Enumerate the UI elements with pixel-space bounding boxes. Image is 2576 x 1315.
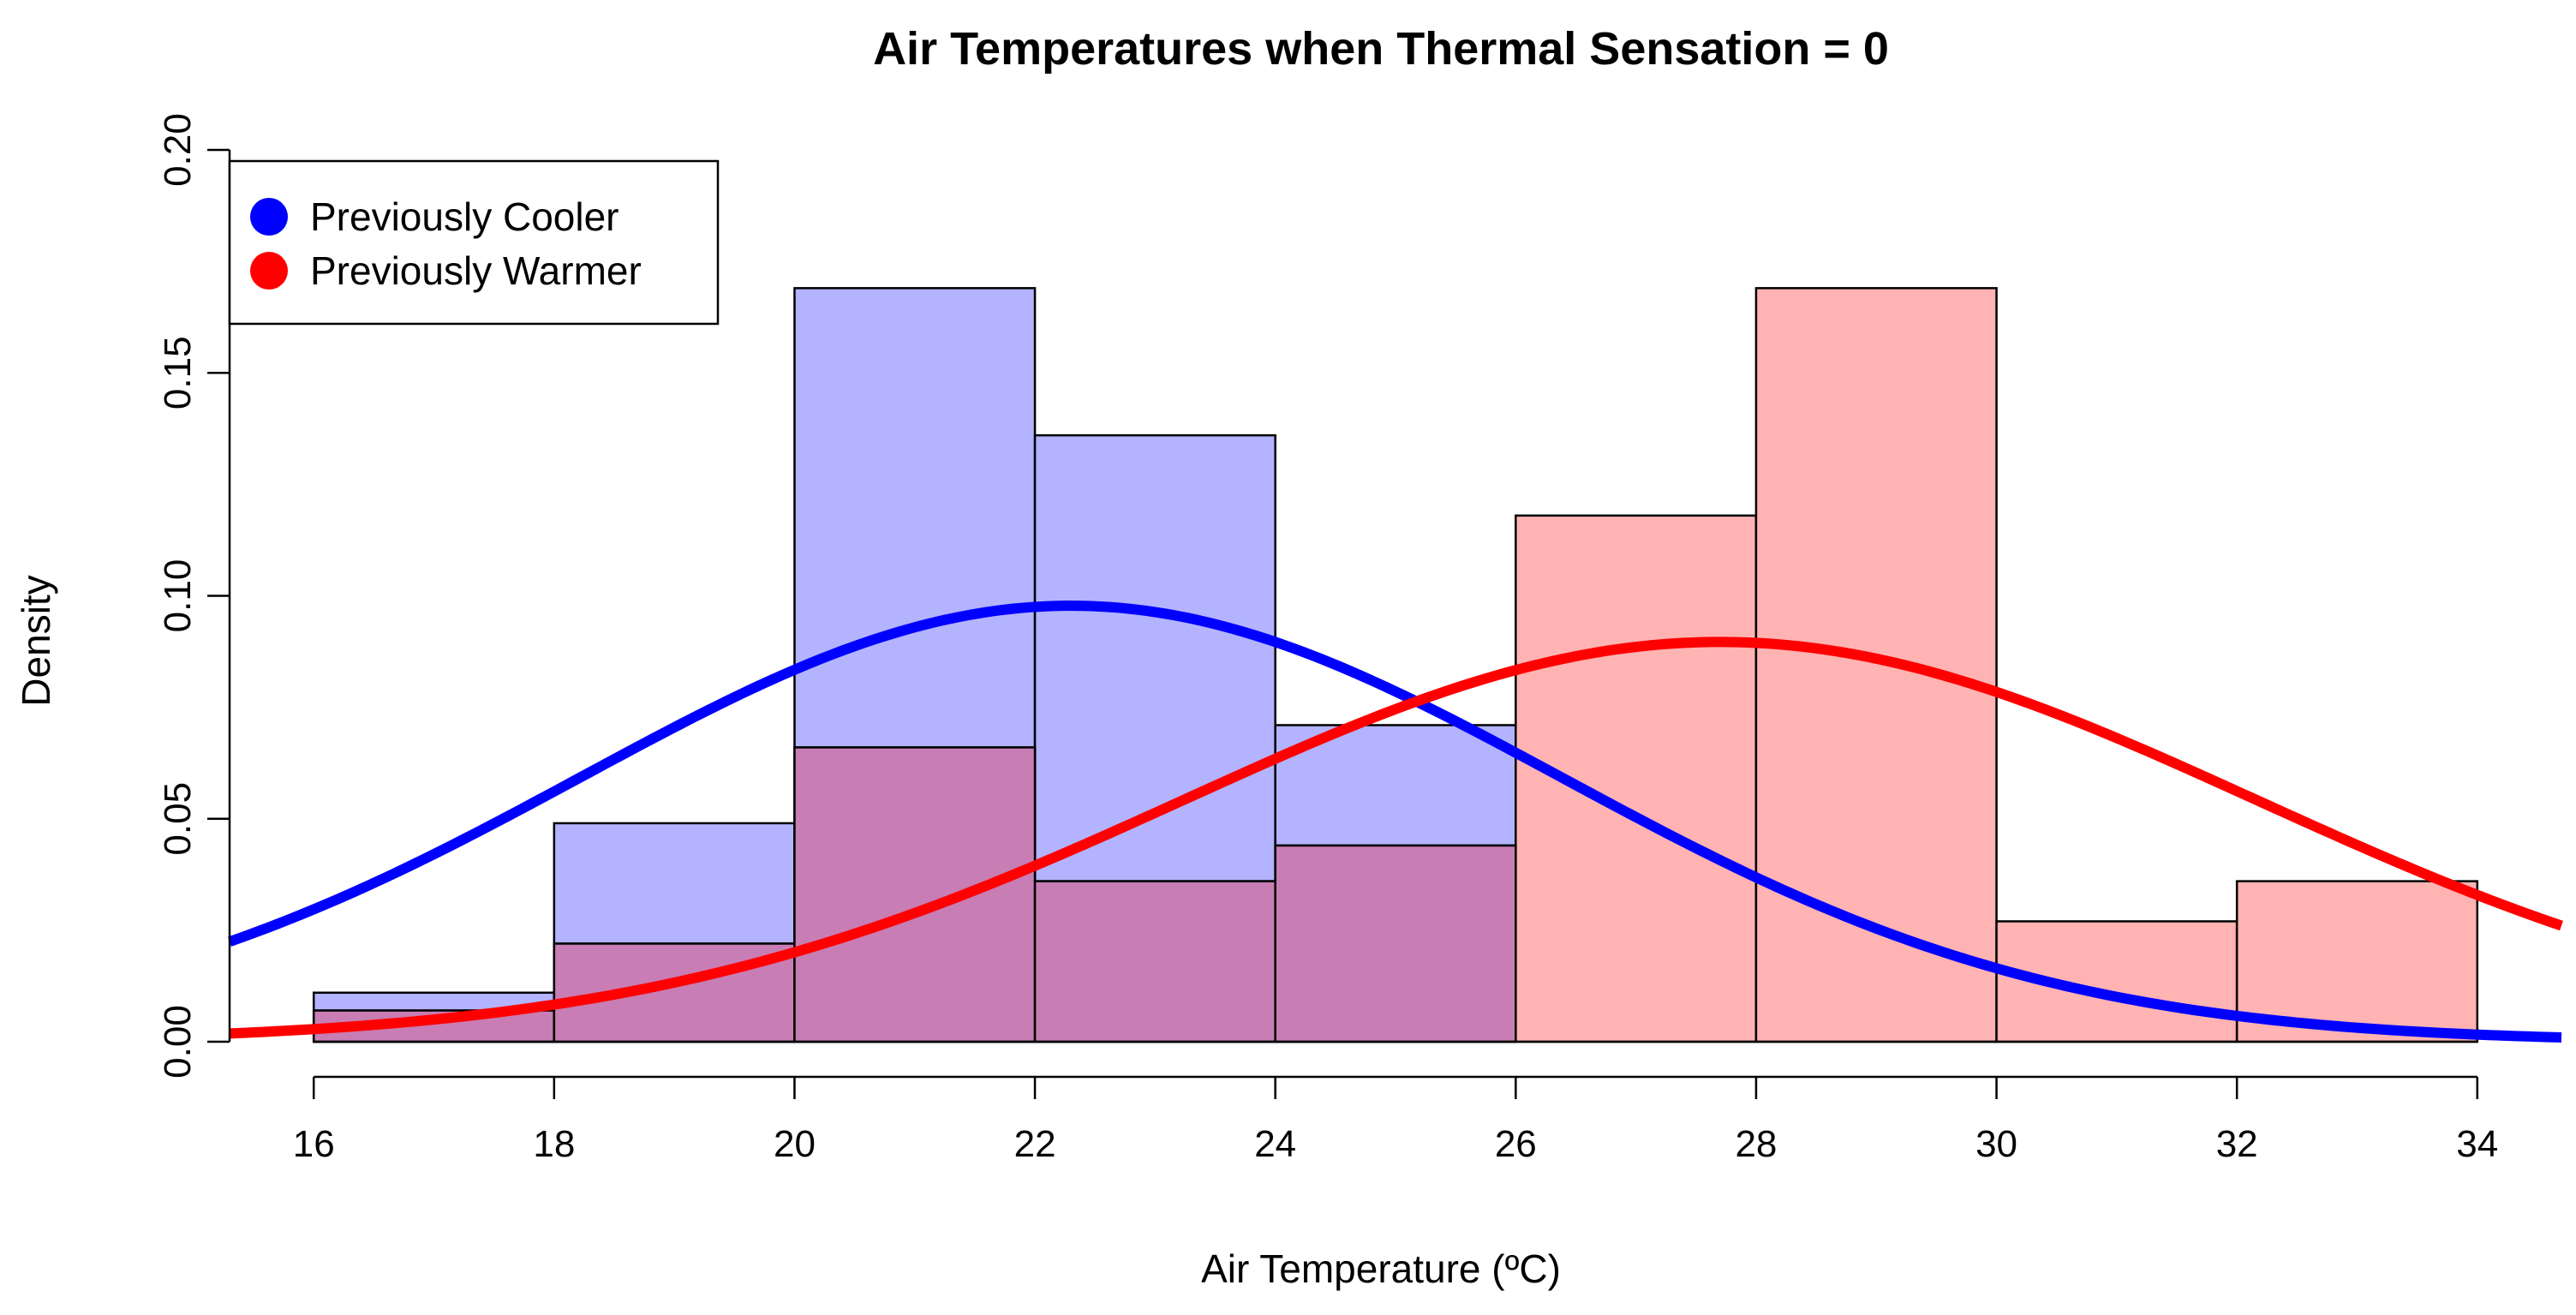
y-tick-label: 0.20 xyxy=(157,113,199,187)
density-curves xyxy=(227,601,2563,1043)
legend: Previously Cooler Previously Warmer xyxy=(228,159,720,326)
cooler-density-curve xyxy=(227,601,2562,1043)
warmer-bar xyxy=(1515,514,1758,1043)
overlap-bar xyxy=(793,746,1037,1043)
x-tick-label: 16 xyxy=(293,1123,335,1165)
x-tick-label: 34 xyxy=(2456,1123,2498,1165)
x-tick-label: 22 xyxy=(1014,1123,1056,1165)
legend-label-warmer: Previously Warmer xyxy=(310,248,642,293)
legend-box xyxy=(228,159,720,326)
y-axis-title: Density xyxy=(14,575,58,706)
legend-marker-cooler xyxy=(250,198,288,236)
y-tick-label: 0.05 xyxy=(157,782,199,856)
x-tick-label: 26 xyxy=(1495,1123,1537,1165)
chart-title: Air Temperatures when Thermal Sensation … xyxy=(873,23,1889,75)
y-tick-label: 0.00 xyxy=(157,1005,199,1079)
axes: 0.00 0.05 0.10 0.15 0.20 16 18 20 22 24 26 28 30 32 34 xyxy=(157,113,2498,1165)
legend-marker-warmer xyxy=(250,252,288,290)
warmer-density-curve xyxy=(229,637,2563,1039)
legend-label-cooler: Previously Cooler xyxy=(310,194,619,239)
warmer-bar xyxy=(1754,287,1998,1043)
x-tick-label: 28 xyxy=(1735,1123,1777,1165)
overlap-bars xyxy=(312,746,2477,1043)
x-tick-label: 24 xyxy=(1254,1123,1296,1165)
x-axis-title: Air Temperature (ºC) xyxy=(1201,1246,1561,1291)
overlap-bar xyxy=(1274,844,1517,1043)
warmer-bar xyxy=(2235,880,2479,1043)
y-tick-label: 0.15 xyxy=(157,336,199,409)
x-tick-label: 32 xyxy=(2216,1123,2258,1165)
x-tick-label: 18 xyxy=(533,1123,575,1165)
overlap-bar xyxy=(1033,880,1276,1043)
y-tick-label: 0.10 xyxy=(157,559,199,633)
x-tick-label: 20 xyxy=(774,1123,816,1165)
x-tick-label: 30 xyxy=(1975,1123,2017,1165)
